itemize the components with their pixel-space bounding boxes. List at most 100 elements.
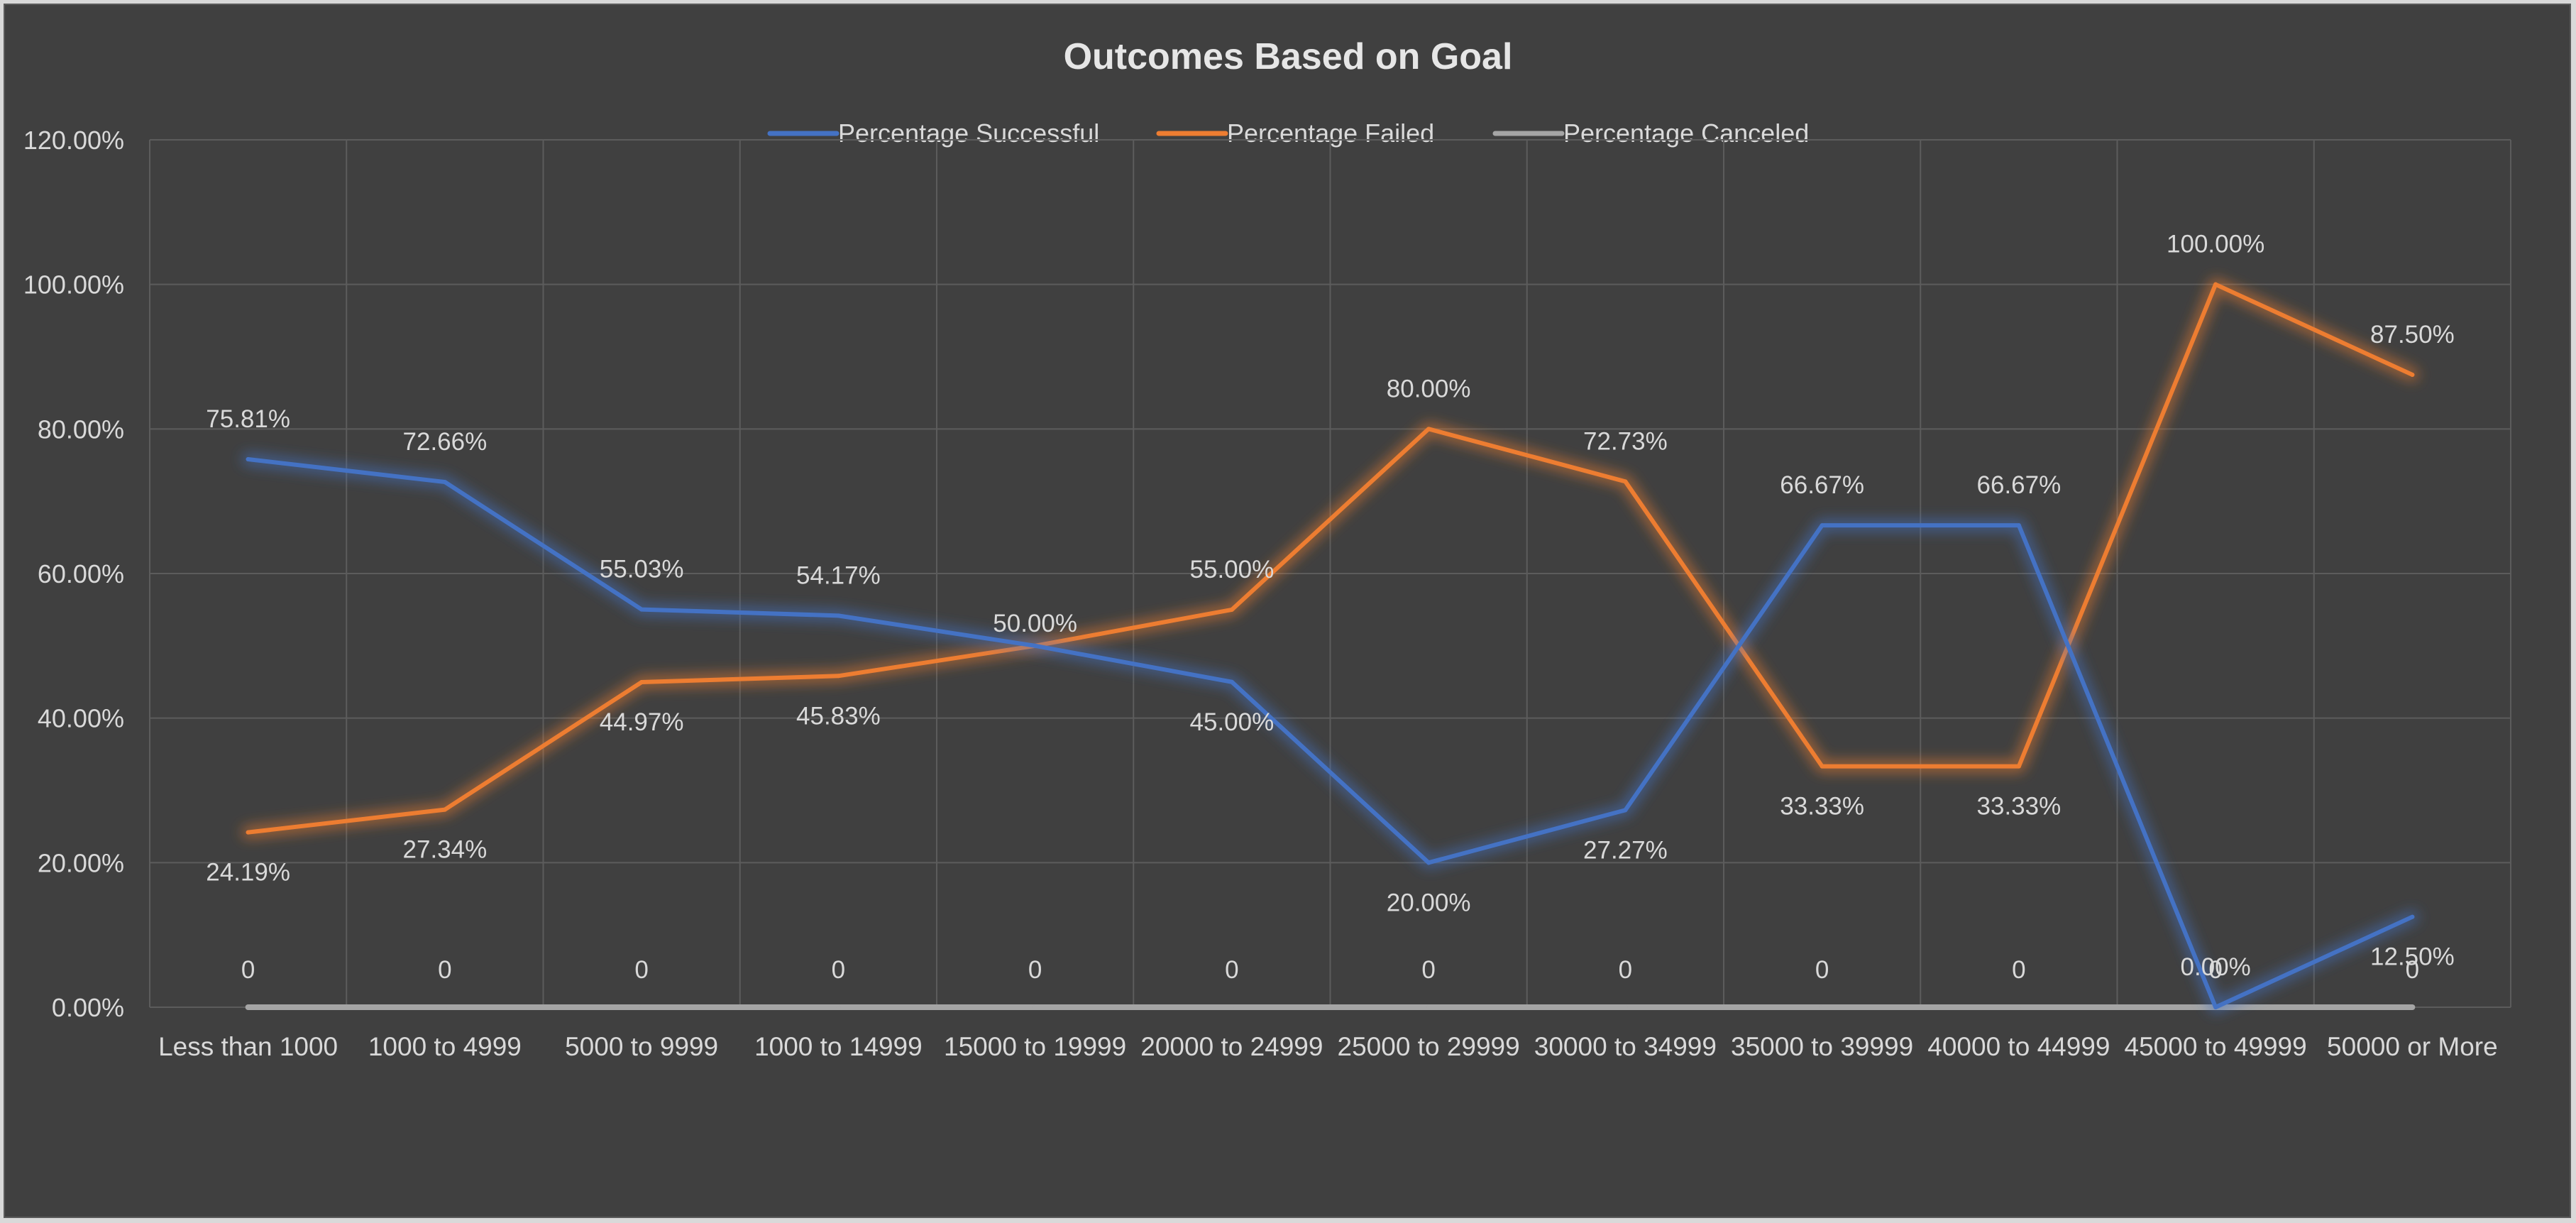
- y-tick-label: 40.00%: [38, 704, 124, 733]
- percentage-canceled-data-label: 0: [2208, 956, 2222, 984]
- percentage-canceled-point: [836, 1005, 841, 1009]
- percentage-canceled-data-label: 0: [1815, 956, 1829, 984]
- percentage-canceled-data-label: 0: [2406, 956, 2419, 984]
- percentage-failed-point: [836, 674, 841, 679]
- x-tick-label: 5000 to 9999: [565, 1032, 718, 1061]
- percentage-successful-point: [1229, 679, 1234, 684]
- percentage-canceled-data-label: 0: [832, 956, 845, 984]
- percentage-failed-point: [2410, 372, 2415, 377]
- y-tick-label: 80.00%: [38, 415, 124, 444]
- percentage-failed-data-label: 27.34%: [403, 836, 488, 864]
- percentage-canceled-point: [1426, 1005, 1431, 1009]
- y-tick-label: 20.00%: [38, 848, 124, 877]
- x-tick-label: 1000 to 4999: [368, 1032, 522, 1061]
- y-tick-label: 100.00%: [23, 270, 124, 300]
- percentage-successful-data-label: 75.81%: [206, 405, 290, 433]
- percentage-failed-point: [1426, 427, 1431, 432]
- percentage-canceled-point: [246, 1005, 251, 1009]
- percentage-canceled-data-label: 0: [1421, 956, 1435, 984]
- x-tick-label: 35000 to 39999: [1731, 1032, 1913, 1061]
- percentage-successful-data-label: 20.00%: [1387, 889, 1471, 916]
- percentage-successful-data-label: 27.27%: [1583, 836, 1668, 864]
- percentage-failed-data-label: 72.73%: [1583, 427, 1668, 455]
- percentage-canceled-data-label: 0: [2012, 956, 2025, 984]
- percentage-failed-point: [1623, 479, 1628, 484]
- percentage-failed-data-label: 80.00%: [1387, 375, 1471, 402]
- chart-legend: Percentage Successful Percentage Failed Pe…: [767, 119, 1809, 148]
- percentage-successful-point: [2016, 523, 2021, 528]
- percentage-successful-line: [246, 457, 2415, 1009]
- percentage-successful-point: [246, 457, 251, 462]
- x-tick-label: 50000 or More: [2327, 1032, 2498, 1061]
- x-tick-label: 30000 to 34999: [1534, 1032, 1717, 1061]
- percentage-failed-data-label: 33.33%: [1780, 793, 1864, 821]
- chart-title: Outcomes Based on Goal: [1064, 36, 1513, 77]
- y-tick-label: 60.00%: [38, 559, 124, 588]
- percentage-failed-line: [246, 282, 2415, 835]
- percentage-canceled-data-label: 0: [241, 956, 255, 984]
- percentage-canceled-point: [1623, 1005, 1628, 1009]
- percentage-canceled-data-label: 0: [1619, 956, 1632, 984]
- percentage-successful-point: [1820, 523, 1824, 528]
- x-tick-label: 20000 to 24999: [1140, 1032, 1323, 1061]
- percentage-canceled-data-label: 0: [634, 956, 648, 984]
- percentage-successful-data-label: 50.00%: [993, 610, 1077, 637]
- x-axis-tick-labels: Less than 1000 1000 to 4999 5000 to 9999 10…: [158, 1032, 2498, 1061]
- percentage-canceled-data-label: 0: [1225, 956, 1238, 984]
- chart-area: [4, 4, 2571, 1218]
- x-tick-label: 40000 to 44999: [1927, 1032, 2110, 1061]
- percentage-failed-point: [246, 830, 251, 835]
- percentage-successful-point: [2410, 914, 2415, 919]
- percentage-failed-point: [2016, 764, 2021, 769]
- percentage-successful-data-label: 66.67%: [1977, 471, 2062, 499]
- y-tick-label: 0.00%: [52, 993, 124, 1022]
- y-axis-tick-labels: 0.00% 20.00% 40.00% 60.00% 80.00% 100.00% 120.…: [23, 126, 124, 1022]
- legend-item-percentage-failed[interactable]: Percentage Failed: [1156, 119, 1434, 148]
- legend-item-percentage-canceled[interactable]: Percentage Canceled: [1492, 119, 1809, 148]
- x-tick-label: 15000 to 19999: [944, 1032, 1126, 1061]
- y-tick-label: 120.00%: [23, 126, 124, 155]
- percentage-failed-data-label: 33.33%: [1977, 793, 2062, 821]
- percentage-canceled-point: [442, 1005, 447, 1009]
- percentage-canceled-point: [1820, 1005, 1824, 1009]
- legend-label: Percentage Canceled: [1563, 119, 1809, 148]
- x-tick-label: 25000 to 29999: [1338, 1032, 1520, 1061]
- percentage-successful-point: [836, 613, 841, 618]
- percentage-successful-point: [1623, 808, 1628, 813]
- percentage-successful-data-label: 55.03%: [600, 556, 684, 583]
- percentage-canceled-point: [2410, 1005, 2415, 1009]
- percentage-failed-point: [442, 807, 447, 812]
- percentage-failed-point: [1229, 607, 1234, 612]
- percentage-canceled-data-label: 0: [1028, 956, 1042, 984]
- percentage-failed-data-label: 24.19%: [206, 859, 290, 887]
- percentage-canceled-data-label: 0: [438, 956, 451, 984]
- legend-item-percentage-successful[interactable]: Percentage Successful: [767, 119, 1099, 148]
- percentage-successful-data-label: 0.00%: [2181, 953, 2251, 981]
- x-tick-label: Less than 1000: [158, 1032, 338, 1061]
- percentage-successful-data-label: 45.00%: [1190, 708, 1275, 736]
- chart-series: [241, 278, 2419, 1014]
- percentage-failed-point: [2213, 282, 2218, 287]
- percentage-successful-point: [1426, 860, 1431, 865]
- percentage-canceled-point: [1229, 1005, 1234, 1009]
- percentage-canceled-point: [1033, 1005, 1037, 1009]
- percentage-successful-point: [639, 607, 644, 612]
- percentage-failed-data-label: 44.97%: [600, 708, 684, 736]
- legend-label: Percentage Successful: [838, 119, 1099, 148]
- x-tick-label: 1000 to 14999: [754, 1032, 923, 1061]
- percentage-failed-data-label: 45.83%: [796, 702, 881, 730]
- percentage-successful-point: [2213, 1005, 2218, 1009]
- percentage-successful-point: [442, 480, 447, 485]
- percentage-failed-data-label: 87.50%: [2370, 321, 2455, 349]
- percentage-successful-data-label: 72.66%: [403, 428, 488, 456]
- x-tick-label: 45000 to 49999: [2125, 1032, 2307, 1061]
- percentage-failed-point: [1820, 764, 1824, 769]
- percentage-successful-data-label: 66.67%: [1780, 471, 1864, 499]
- percentage-successful-data-label: 12.50%: [2370, 943, 2455, 971]
- percentage-successful-point: [1033, 643, 1037, 648]
- chart-data-labels: 75.81% 72.66% 55.03% 54.17% 50.00% 45.00% 20.0…: [206, 231, 2454, 984]
- percentage-canceled-point: [639, 1005, 644, 1009]
- percentage-failed-point: [639, 680, 644, 685]
- percentage-failed-data-label: 100.00%: [2167, 231, 2264, 258]
